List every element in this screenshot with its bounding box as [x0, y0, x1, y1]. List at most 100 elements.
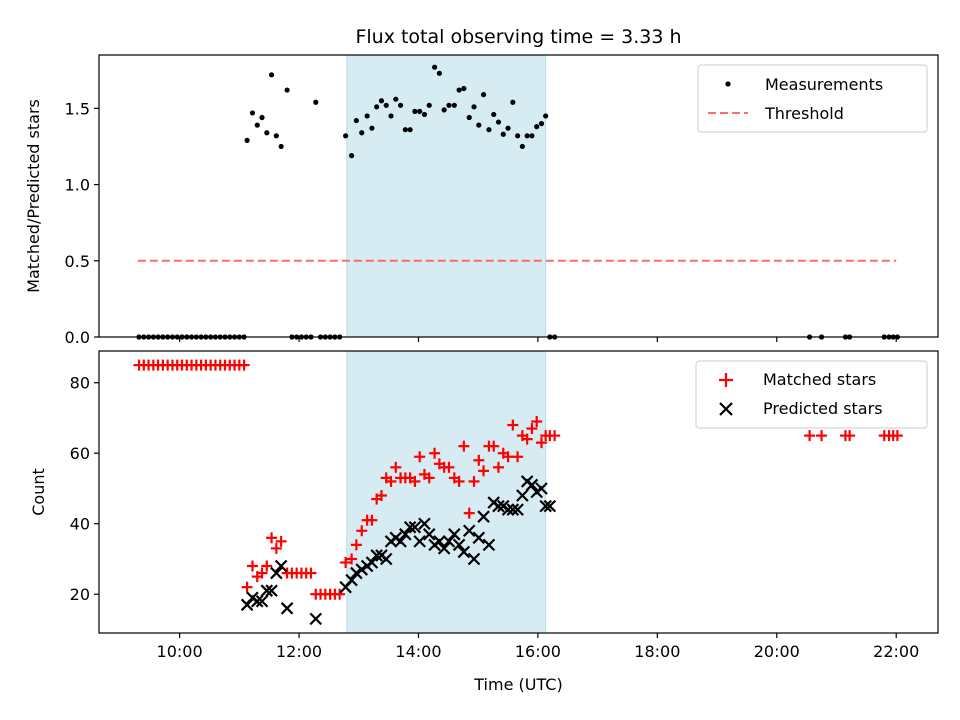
measurement-point [515, 133, 521, 139]
matched-star-point [502, 451, 514, 463]
predicted-star-point [539, 499, 552, 513]
measurement-point [476, 122, 482, 128]
matched-star-point [507, 419, 519, 431]
matched-star-point [334, 588, 346, 600]
measurement-point [383, 102, 389, 108]
x-tick-label: 12:00 [276, 642, 322, 661]
predicted-star-point [403, 520, 417, 534]
predicted-star-point [535, 482, 548, 495]
top-y-ticks: 0.0 0.5 1.0 1.5 [65, 99, 99, 347]
matched-star-point [390, 461, 402, 473]
predicted-star-point [260, 584, 274, 597]
measurement-point [364, 113, 370, 119]
bottom-y-ticks: 20 40 60 80 [70, 374, 99, 604]
predicted-star-point [492, 499, 505, 513]
matched-star-point [453, 475, 465, 487]
measurement-point [359, 130, 365, 136]
y-tick-label: 40 [70, 515, 90, 534]
matched-star-point [492, 461, 504, 473]
measurement-point [278, 143, 284, 150]
x-tick-label: 22:00 [873, 642, 919, 661]
measurement-point [417, 108, 423, 114]
predicted-star-point [467, 552, 481, 566]
x-tick-label: 16:00 [515, 642, 561, 661]
predicted-star-point [345, 573, 358, 587]
measurement-point [259, 114, 265, 121]
predicted-star-point [370, 549, 383, 562]
y-tick-label: 20 [70, 585, 90, 604]
matched-star-point [409, 475, 421, 487]
bottom-y-axis-label: Count [29, 468, 48, 516]
predicted-star-point [457, 545, 471, 559]
measurement-point [436, 70, 442, 76]
measurement-point [471, 104, 477, 110]
matched-star-point [241, 581, 253, 593]
bottom-axes: 20 40 60 80 10:00 12:00 14:00 16:00 18:00 20:00 2… [29, 350, 939, 694]
measurement-point [543, 113, 549, 119]
y-tick-label: 80 [70, 374, 90, 393]
predicted-star-point [477, 510, 490, 523]
top-legend: Measurements Threshold [697, 64, 928, 133]
matched-star-point [891, 430, 903, 442]
predicted-star-point [280, 602, 294, 615]
matched-star-point [261, 560, 273, 572]
matched-star-points [133, 359, 903, 600]
measurement-points [136, 64, 900, 340]
legend-label-measurements: Measurements [765, 75, 883, 94]
matched-star-point [346, 553, 358, 565]
predicted-star-point [309, 612, 323, 626]
measurement-point [249, 110, 256, 116]
measurement-point [388, 113, 394, 119]
predicted-star-point [448, 528, 461, 541]
predicted-star-point [270, 566, 283, 580]
measurement-point [510, 99, 516, 105]
matched-star-point [350, 539, 362, 551]
measurement-point [441, 107, 447, 113]
predicted-star-point [274, 559, 288, 573]
predicted-star-point [379, 552, 393, 566]
x-tick-label: 10:00 [157, 642, 203, 661]
measurement-point [529, 133, 535, 139]
x-tick-label: 18:00 [634, 642, 680, 661]
matched-star-point [488, 440, 500, 452]
matched-star-point [463, 507, 475, 519]
predicted-star-point [408, 520, 422, 534]
measurement-point [397, 102, 404, 108]
matched-star-point [375, 490, 387, 502]
measurement-point [461, 85, 467, 92]
predicted-star-point [543, 499, 557, 513]
measurement-point [313, 99, 319, 105]
matched-star-point [270, 542, 282, 554]
matched-star-point [458, 440, 470, 452]
top-x-ticks [179, 337, 897, 342]
predicted-star-point [394, 535, 407, 548]
matched-star-point [526, 423, 538, 435]
measurement-point [495, 119, 502, 125]
measurement-point [491, 111, 497, 118]
measurement-point [466, 114, 472, 121]
matched-star-point [473, 454, 485, 466]
measurement-point [244, 137, 250, 143]
matched-star-point [275, 535, 287, 547]
measurement-point [402, 127, 408, 133]
matched-star-point [468, 475, 480, 487]
matched-star-point [512, 451, 524, 463]
legend-label-threshold: Threshold [764, 104, 844, 123]
measurement-point [456, 87, 462, 93]
predicted-star-point [265, 584, 278, 597]
measurement-point [426, 102, 432, 108]
measurement-point [393, 96, 399, 102]
predicted-star-point [418, 517, 431, 531]
matched-star-point [366, 514, 378, 526]
measurement-point [284, 87, 290, 93]
top-axes-frame [98, 54, 939, 338]
chart-title: Flux total observing time = 3.33 h [355, 26, 681, 48]
measurement-point [446, 102, 452, 108]
measurement-point [412, 108, 418, 114]
measurement-point [407, 127, 413, 133]
matched-star-point [531, 416, 543, 427]
top-y-axis-label: Matched/Predicted stars [24, 99, 43, 293]
predicted-star-point [433, 535, 446, 548]
x-axis-label: Time (UTC) [473, 675, 562, 694]
top-legend-box [697, 64, 928, 133]
